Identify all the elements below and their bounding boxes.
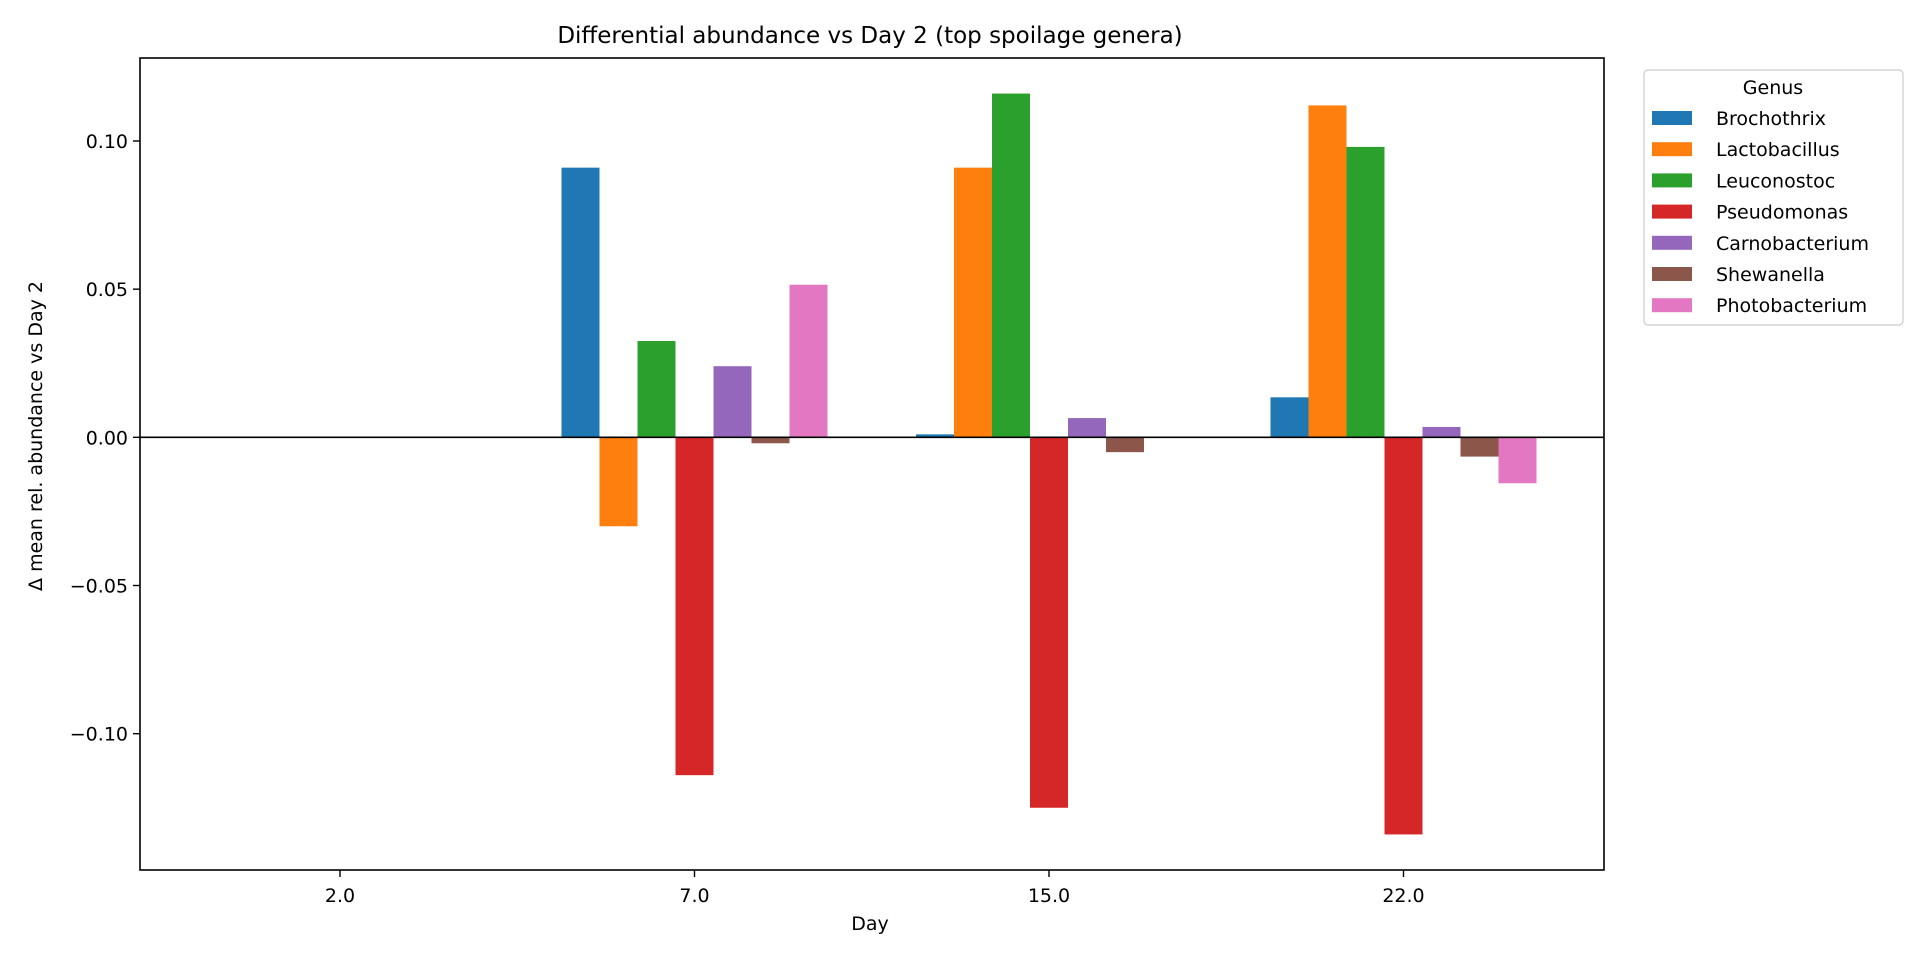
- y-tick-label: −0.05: [70, 576, 128, 598]
- bar-brochothrix-day-15.0: [916, 434, 954, 438]
- bar-pseudomonas-day-15.0: [1030, 437, 1068, 808]
- x-tick-label: 2.0: [325, 885, 355, 907]
- bar-leuconostoc-day-7.0: [637, 341, 676, 438]
- bar-photobacterium-day-7.0: [789, 284, 828, 438]
- legend-swatch-lactobacillus: [1652, 142, 1692, 157]
- bar-shewanella-day-15.0: [1106, 437, 1144, 453]
- bar-carnobacterium-day-7.0: [713, 366, 752, 438]
- bar-lactobacillus-day-22.0: [1308, 105, 1347, 438]
- plot-frame: [139, 57, 1605, 871]
- bars-layer: [561, 93, 1537, 835]
- legend-label-carnobacterium: Carnobacterium: [1716, 233, 1869, 255]
- legend-swatch-brochothrix: [1652, 111, 1692, 125]
- y-axis-label: Δ mean rel. abundance vs Day 2: [25, 281, 47, 591]
- bar-carnobacterium-day-15.0: [1068, 418, 1106, 438]
- x-tick-label: 15.0: [1028, 885, 1070, 907]
- legend-label-leuconostoc: Leuconostoc: [1716, 170, 1835, 192]
- legend-swatch-carnobacterium: [1652, 235, 1692, 250]
- bar-leuconostoc-day-22.0: [1346, 146, 1385, 438]
- legend-title: Genus: [1743, 77, 1803, 99]
- bar-lactobacillus-day-7.0: [599, 437, 638, 527]
- legend-label-brochothrix: Brochothrix: [1716, 108, 1826, 130]
- legend-swatch-shewanella: [1652, 267, 1692, 281]
- y-axis: −0.10 −0.05 0.00 0.05 0.10: [70, 131, 140, 746]
- legend-label-pseudomonas: Pseudomonas: [1716, 202, 1848, 224]
- bar-brochothrix-day-22.0: [1270, 397, 1309, 438]
- bar-pseudomonas-day-7.0: [675, 437, 714, 776]
- legend-label-photobacterium: Photobacterium: [1716, 295, 1867, 317]
- bar-photobacterium-day-22.0: [1498, 437, 1537, 484]
- bar-pseudomonas-day-22.0: [1384, 437, 1423, 835]
- x-axis-label: Day: [851, 913, 889, 935]
- bar-shewanella-day-22.0: [1460, 437, 1499, 457]
- bar-carnobacterium-day-22.0: [1422, 426, 1461, 438]
- legend: Genus Brochothrix Lactobacillus Leuconosto…: [1643, 69, 1904, 326]
- bar-brochothrix-day-7.0: [561, 167, 600, 438]
- x-axis: 2.0 7.0 15.0 22.0: [325, 870, 1425, 907]
- bar-leuconostoc-day-15.0: [992, 93, 1030, 438]
- y-tick-label: 0.10: [86, 131, 128, 153]
- y-tick-label: 0.05: [86, 279, 128, 301]
- legend-swatch-photobacterium: [1652, 298, 1692, 313]
- x-tick-label: 22.0: [1382, 885, 1424, 907]
- bar-lactobacillus-day-15.0: [954, 167, 992, 438]
- chart-title: Differential abundance vs Day 2 (top spo…: [557, 23, 1182, 49]
- x-tick-label: 7.0: [679, 885, 709, 907]
- legend-label-shewanella: Shewanella: [1716, 264, 1825, 286]
- legend-swatch-leuconostoc: [1652, 173, 1692, 188]
- y-tick-label: −0.10: [70, 724, 128, 746]
- legend-label-lactobacillus: Lactobacillus: [1716, 139, 1840, 161]
- legend-swatch-pseudomonas: [1652, 204, 1692, 219]
- y-tick-label: 0.00: [86, 427, 128, 449]
- legend-frame: [1643, 69, 1904, 326]
- bar-shewanella-day-7.0: [751, 437, 790, 444]
